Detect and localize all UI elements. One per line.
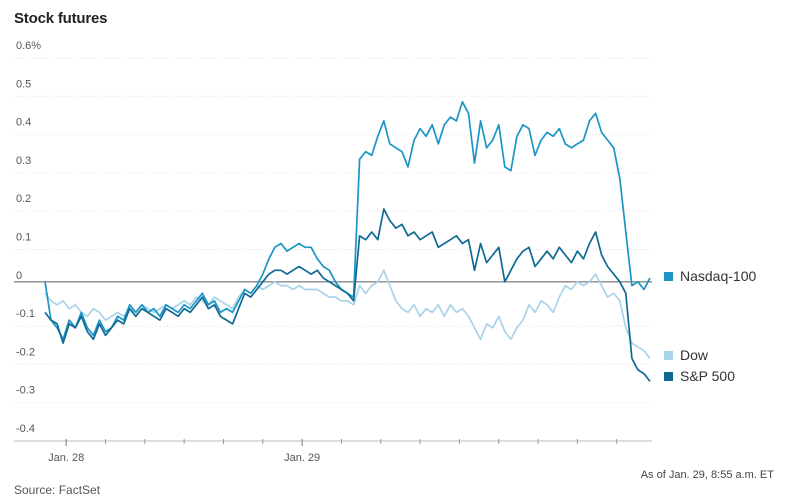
x-axis-ticks: Jan. 28 Jan. 29 — [48, 439, 618, 464]
y-tick-label: 0.2 — [16, 193, 31, 205]
legend-item: S&P 500 — [664, 368, 735, 384]
legend-item: Dow — [664, 347, 709, 363]
y-tick-label: -0.3 — [16, 385, 35, 397]
chart-title: Stock futures — [14, 10, 108, 27]
x-tick-label: Jan. 29 — [284, 452, 320, 464]
y-tick-label: -0.2 — [16, 346, 35, 358]
gridlines — [14, 57, 652, 442]
y-tick-label: 0.3 — [16, 155, 31, 167]
legend-swatch — [664, 351, 673, 360]
legend-label: Dow — [680, 347, 709, 363]
legend-label: Nasdaq-100 — [680, 268, 756, 284]
series-line-nasdaq-100 — [44, 100, 651, 341]
y-tick-label: 0 — [16, 270, 22, 282]
as-of-note: As of Jan. 29, 8:55 a.m. ET — [640, 469, 774, 481]
y-tick-label: -0.4 — [16, 423, 35, 435]
legend-swatch — [664, 272, 673, 281]
y-axis-ticks: 0.6% 0.5 0.4 0.3 0.2 0.1 0 -0.1 -0.2 -0.3 -0.4 — [16, 40, 41, 435]
y-tick-label: -0.1 — [16, 308, 35, 320]
y-tick-label: 0.1 — [16, 232, 31, 244]
source-note: Source: FactSet — [14, 483, 101, 497]
y-tick-label: 0.5 — [16, 78, 31, 90]
x-tick-label: Jan. 28 — [48, 452, 84, 464]
y-tick-label: 0.6% — [16, 40, 41, 52]
legend-swatch — [664, 372, 673, 381]
series-line-s-p-500 — [44, 208, 651, 382]
series-line-dow — [44, 269, 651, 359]
legend-label: S&P 500 — [680, 368, 735, 384]
series-lines — [44, 100, 651, 382]
legend-item: Nasdaq-100 — [664, 268, 756, 284]
legend: Nasdaq-100 Dow S&P 500 — [664, 268, 756, 384]
y-tick-label: 0.4 — [16, 117, 31, 129]
